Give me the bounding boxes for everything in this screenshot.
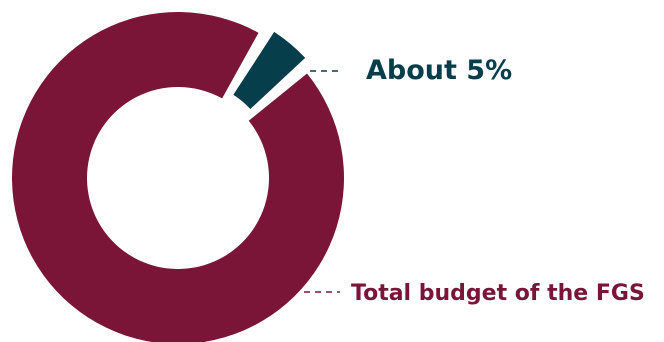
donut-slice-total-budget: [12, 12, 344, 342]
leaders-layer: [304, 70, 340, 293]
donut-slice-about-5-percent: [233, 31, 306, 110]
slice-label-about-5-percent: About 5%: [366, 55, 512, 86]
slices-layer: [12, 12, 344, 342]
slice-label-total-budget: Total budget of the FGS: [351, 281, 645, 306]
